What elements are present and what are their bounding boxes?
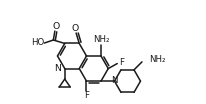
Text: F: F [118, 58, 123, 67]
Text: O: O [71, 24, 78, 33]
Text: N: N [111, 76, 117, 85]
Text: NH₂: NH₂ [92, 35, 109, 45]
Text: NH₂: NH₂ [148, 55, 165, 64]
Text: O: O [52, 22, 59, 31]
Text: F: F [84, 91, 89, 100]
Text: N: N [54, 64, 61, 73]
Text: HO: HO [30, 38, 44, 47]
